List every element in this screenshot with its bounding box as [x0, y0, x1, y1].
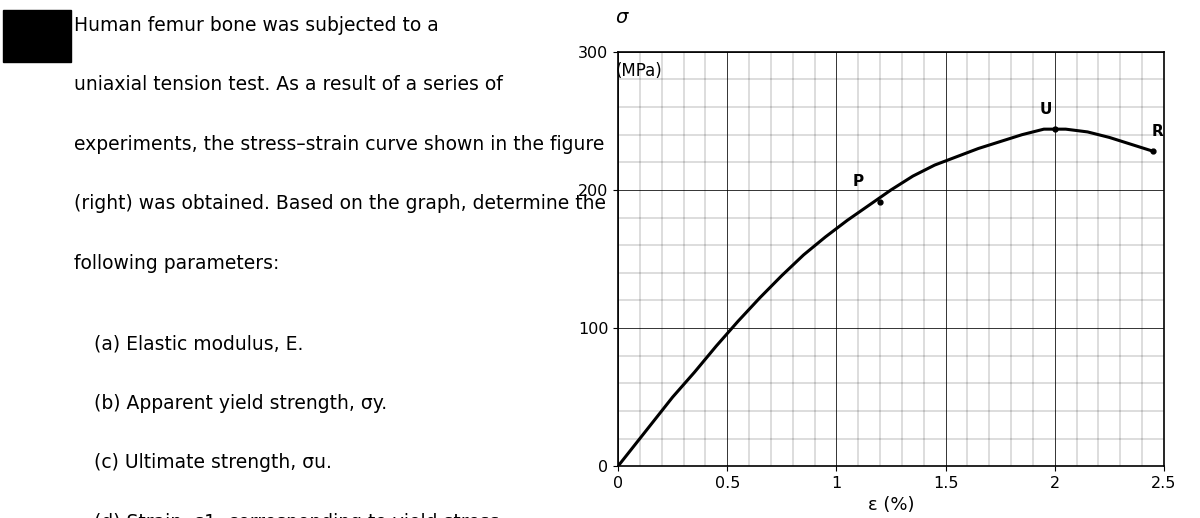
Text: R: R: [1152, 124, 1163, 139]
Text: (right) was obtained. Based on the graph, determine the: (right) was obtained. Based on the graph…: [73, 194, 606, 213]
Text: σ: σ: [616, 8, 628, 27]
Bar: [2, 10, 71, 62]
Text: (d) Strain, ε1, corresponding to yield stress.: (d) Strain, ε1, corresponding to yield s…: [94, 513, 505, 518]
Text: following parameters:: following parameters:: [73, 254, 278, 273]
Text: Human femur bone was subjected to a: Human femur bone was subjected to a: [73, 16, 438, 35]
Text: uniaxial tension test. As a result of a series of: uniaxial tension test. As a result of a …: [73, 75, 503, 94]
Text: (c) Ultimate strength, σu.: (c) Ultimate strength, σu.: [94, 453, 332, 472]
Text: U: U: [1040, 102, 1052, 117]
Text: (b) Apparent yield strength, σy.: (b) Apparent yield strength, σy.: [94, 394, 388, 413]
Text: experiments, the stress–strain curve shown in the figure: experiments, the stress–strain curve sho…: [73, 135, 604, 154]
Text: (a) Elastic modulus, E.: (a) Elastic modulus, E.: [94, 334, 304, 353]
Text: P: P: [853, 174, 864, 189]
Text: (MPa): (MPa): [616, 62, 662, 80]
X-axis label: ε (%): ε (%): [868, 496, 914, 514]
